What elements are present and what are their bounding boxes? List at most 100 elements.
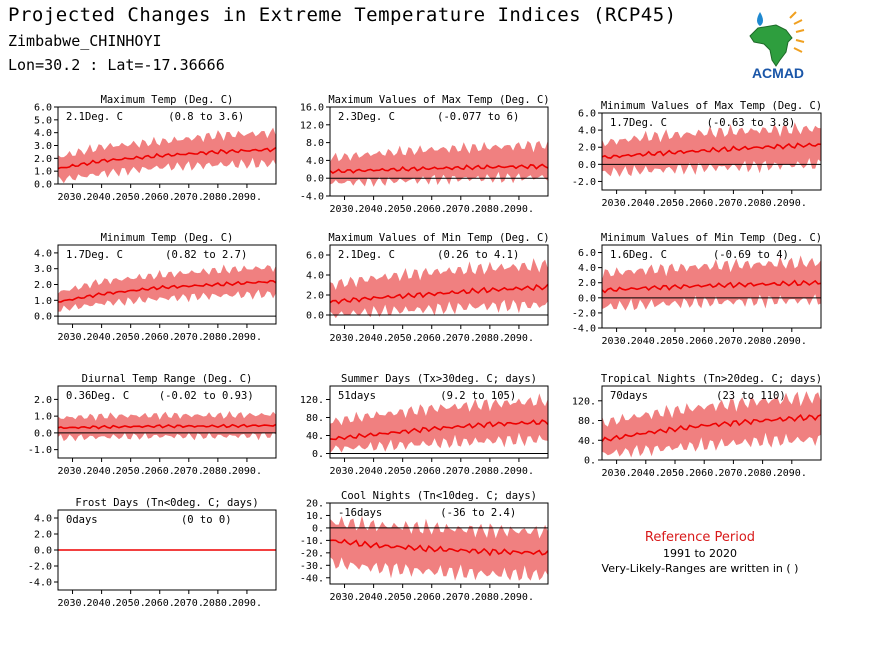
plot-frame: [329, 502, 549, 585]
chart-range: (-0.69 to 4): [713, 249, 789, 261]
x-tick-label: 2060.: [145, 192, 175, 203]
x-tick-label: 2040.: [87, 332, 117, 343]
x-tick-label: 2090.: [232, 192, 262, 203]
x-tick-label: 2080.: [475, 466, 505, 477]
y-tick-label: 0.: [312, 523, 324, 534]
y-tick-label: 80.: [578, 416, 596, 427]
x-tick-label: 2050.: [116, 332, 146, 343]
y-tick-label: 6.0: [34, 103, 52, 114]
x-tick-label: 2030.: [329, 333, 359, 344]
y-tick-label: 120.: [572, 396, 596, 407]
y-tick-label: 2.0: [34, 154, 52, 165]
y-tick-label: 4.0: [578, 126, 596, 137]
x-tick-label: 2030.: [57, 332, 87, 343]
x-tick-label: 2050.: [116, 466, 146, 477]
y-tick-label: 0.0: [306, 311, 324, 322]
x-tick-label: 2060.: [145, 466, 175, 477]
x-tick-label: 2070.: [174, 598, 204, 609]
y-tick-label: 0.0: [578, 293, 596, 304]
x-tick-label: 2030.: [602, 336, 632, 347]
chart-range: (-0.02 to 0.93): [159, 390, 254, 402]
x-tick-label: 2080.: [475, 204, 505, 215]
x-tick-label: 2070.: [446, 204, 476, 215]
chart-6: -4.0 -2.0 0.0 2.0 4.0 6.0 2030. 2040. 2050. 2060.…: [572, 232, 822, 347]
x-tick-label: 2080.: [748, 198, 778, 209]
chart-summary: 51days: [338, 390, 376, 402]
chart-range: (0.8 to 3.6): [168, 111, 244, 123]
y-tick-label: -4.0: [300, 192, 324, 203]
chart-summary: 1.7Deg. C: [66, 249, 123, 261]
x-tick-label: 2050.: [388, 333, 418, 344]
x-tick-label: 2080.: [748, 468, 778, 479]
chart-summary: 2.3Deg. C: [338, 111, 395, 123]
median-line: [329, 283, 549, 305]
x-tick-label: 2050.: [660, 198, 690, 209]
reference-info: Reference Period 1991 to 2020 Very-Likel…: [590, 530, 810, 575]
chart-title: Tropical Nights (Tn>20deg. C; days): [601, 373, 822, 385]
x-tick-label: 2070.: [174, 192, 204, 203]
x-tick-label: 2050.: [660, 336, 690, 347]
x-tick-label: 2040.: [359, 204, 389, 215]
y-tick-label: -20.: [300, 548, 324, 559]
y-tick-label: 10.: [306, 511, 324, 522]
median-line: [329, 419, 549, 441]
x-tick-label: 2070.: [446, 466, 476, 477]
chart-summary: 1.7Deg. C: [610, 117, 667, 129]
chart-title: Minimum Temp (Deg. C): [101, 232, 234, 244]
median-line: [57, 146, 277, 170]
x-tick-label: 2090.: [777, 468, 807, 479]
y-tick-label: -1.0: [28, 445, 52, 456]
x-tick-label: 2090.: [504, 466, 534, 477]
chart-11: -40.-30.-20.-10.0.10.20.2030.2040.2050.2…: [300, 490, 549, 603]
x-tick-label: 2070.: [718, 198, 748, 209]
chart-summary: 0days: [66, 514, 98, 526]
x-tick-label: 2070.: [718, 468, 748, 479]
chart-7: -1.00.01.02.02030.2040.2050.2060.2070.20…: [28, 373, 277, 477]
chart-summary: 1.6Deg. C: [610, 249, 667, 261]
x-tick-label: 2090.: [504, 592, 534, 603]
y-tick-label: 0.0: [34, 180, 52, 191]
x-tick-label: 2090.: [777, 198, 807, 209]
y-tick-label: 4.0: [34, 514, 52, 525]
y-tick-label: 4.0: [34, 128, 52, 139]
x-tick-label: 2090.: [504, 333, 534, 344]
median-line: [58, 279, 277, 303]
median-line: [329, 538, 549, 557]
y-tick-label: -2.0: [572, 308, 596, 319]
station-coordinates: Lon=30.2 : Lat=-17.36666: [8, 56, 225, 74]
x-tick-label: 2070.: [174, 466, 204, 477]
y-tick-label: 0.0: [578, 160, 596, 171]
y-tick-label: 40.: [578, 436, 596, 447]
x-tick-label: 2030.: [329, 592, 359, 603]
median-line: [601, 142, 822, 159]
chart-range: (0.26 to 4.1): [437, 249, 519, 261]
x-tick-label: 2030.: [329, 204, 359, 215]
x-tick-label: 2050.: [116, 192, 146, 203]
uncertainty-band: [330, 258, 548, 319]
x-tick-label: 2030.: [57, 466, 87, 477]
x-tick-label: 2060.: [145, 598, 175, 609]
x-tick-label: 2030.: [57, 192, 87, 203]
y-tick-label: 6.0: [578, 109, 596, 120]
x-tick-label: 2030.: [602, 198, 632, 209]
station-name: Zimbabwe_CHINHOYI: [8, 32, 162, 50]
uncertainty-band: [330, 393, 548, 454]
uncertainty-band: [58, 127, 276, 184]
y-tick-label: 2.0: [578, 278, 596, 289]
y-tick-label: -2.0: [572, 177, 596, 188]
chart-title: Diurnal Temp Range (Deg. C): [82, 373, 253, 385]
x-tick-label: 2080.: [203, 192, 233, 203]
y-tick-label: 1.0: [34, 296, 52, 307]
y-tick-label: -40.: [300, 573, 324, 584]
x-tick-label: 2090.: [232, 598, 262, 609]
x-tick-label: 2060.: [417, 204, 447, 215]
x-tick-label: 2040.: [631, 198, 661, 209]
median-line: [329, 163, 549, 174]
x-tick-label: 2040.: [87, 598, 117, 609]
x-tick-label: 2070.: [718, 336, 748, 347]
x-tick-label: 2080.: [203, 466, 233, 477]
chart-range: (-0.077 to 6): [437, 111, 519, 123]
y-tick-label: 8.0: [306, 138, 324, 149]
x-tick-label: 2070.: [174, 332, 204, 343]
